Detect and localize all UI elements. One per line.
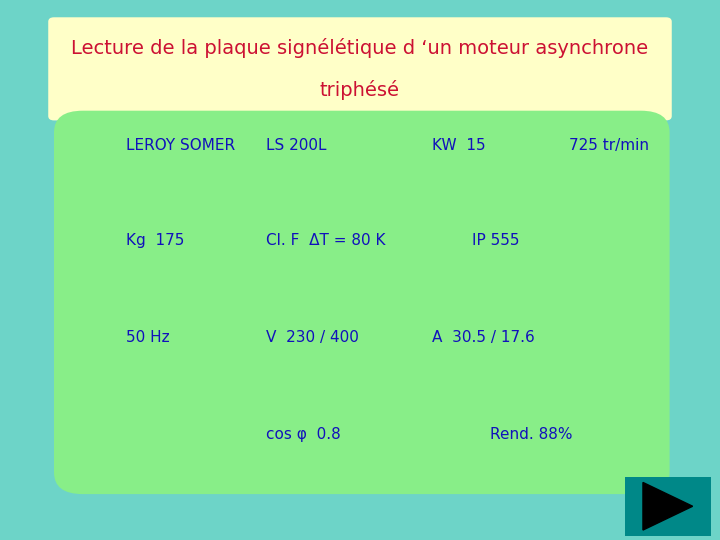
Text: Cl. F  ΔT = 80 K: Cl. F ΔT = 80 K — [266, 233, 386, 248]
Polygon shape — [643, 482, 693, 530]
Text: IP 555: IP 555 — [472, 233, 519, 248]
Text: triphésé: triphésé — [320, 80, 400, 100]
Text: LEROY SOMER: LEROY SOMER — [126, 138, 235, 153]
Text: Kg  175: Kg 175 — [126, 233, 184, 248]
Text: Lecture de la plaque signélétique d ‘un moteur asynchrone: Lecture de la plaque signélétique d ‘un … — [71, 38, 649, 58]
Text: KW  15: KW 15 — [432, 138, 485, 153]
FancyBboxPatch shape — [48, 17, 672, 120]
Text: 725 tr/min: 725 tr/min — [569, 138, 649, 153]
Text: 50 Hz: 50 Hz — [126, 330, 170, 345]
Text: cos φ  0.8: cos φ 0.8 — [266, 427, 341, 442]
Text: A  30.5 / 17.6: A 30.5 / 17.6 — [432, 330, 535, 345]
Text: LS 200L: LS 200L — [266, 138, 327, 153]
Text: Rend. 88%: Rend. 88% — [490, 427, 572, 442]
FancyBboxPatch shape — [54, 111, 670, 494]
FancyBboxPatch shape — [625, 477, 711, 536]
Text: V  230 / 400: V 230 / 400 — [266, 330, 359, 345]
